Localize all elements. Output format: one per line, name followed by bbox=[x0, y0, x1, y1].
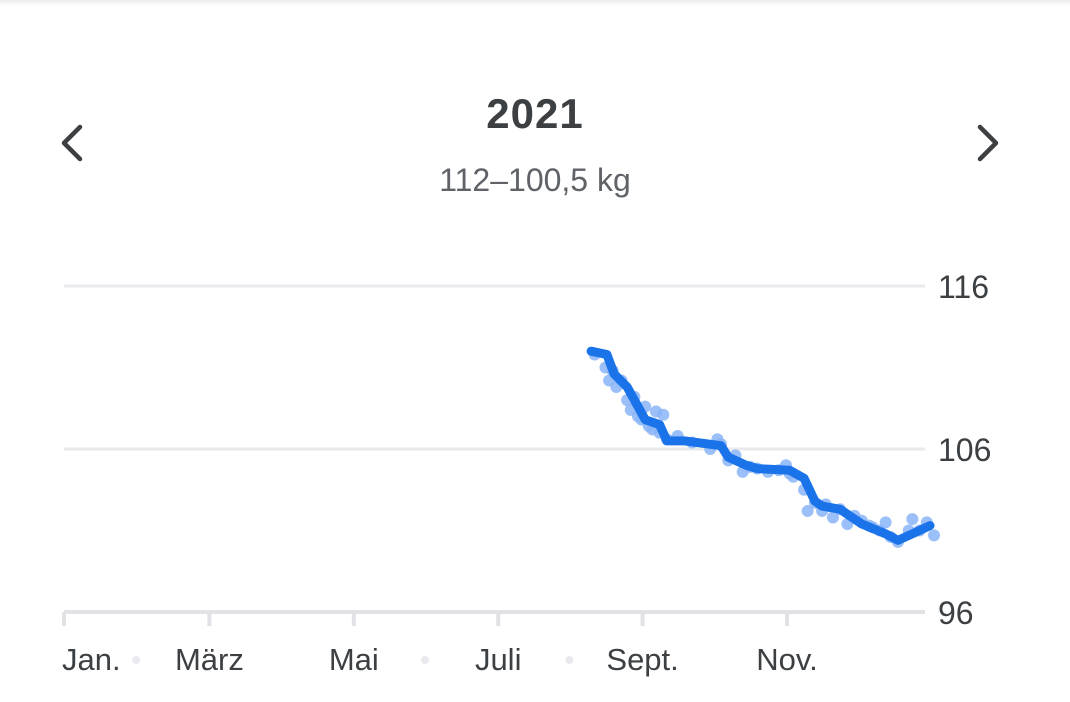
chevron-right-icon bbox=[977, 124, 999, 162]
y-tick-label: 106 bbox=[938, 432, 991, 468]
measurement-point bbox=[906, 513, 919, 526]
weight-range-label: 112–100,5 kg bbox=[439, 162, 631, 198]
x-tick-label: Mai bbox=[329, 642, 379, 677]
measurement-point bbox=[928, 529, 941, 542]
page-title: 2021 bbox=[486, 90, 584, 137]
measurement-point bbox=[801, 504, 814, 517]
x-tick-label: Sept. bbox=[606, 642, 678, 677]
trend-line bbox=[586, 346, 935, 545]
x-tick-label: Jan. bbox=[62, 642, 121, 677]
chart-header: 2021 112–100,5 kg bbox=[0, 80, 1070, 210]
measurement-point bbox=[879, 516, 892, 529]
x-tick-label: März bbox=[175, 642, 244, 677]
minor-tick-dot bbox=[421, 656, 429, 664]
chevron-left-icon bbox=[61, 124, 83, 162]
measurement-point bbox=[826, 511, 839, 524]
x-tick-label: Nov. bbox=[756, 642, 817, 677]
minor-tick-dot bbox=[132, 656, 141, 664]
y-tick-label: 116 bbox=[938, 269, 989, 305]
next-year-button[interactable] bbox=[962, 118, 1012, 168]
minor-tick-dot bbox=[565, 656, 574, 664]
measurement-point bbox=[657, 408, 670, 421]
top-shadow bbox=[0, 0, 1070, 6]
previous-year-button[interactable] bbox=[48, 118, 98, 168]
x-tick-label: Juli bbox=[475, 642, 522, 677]
y-tick-label: 96 bbox=[938, 595, 974, 631]
